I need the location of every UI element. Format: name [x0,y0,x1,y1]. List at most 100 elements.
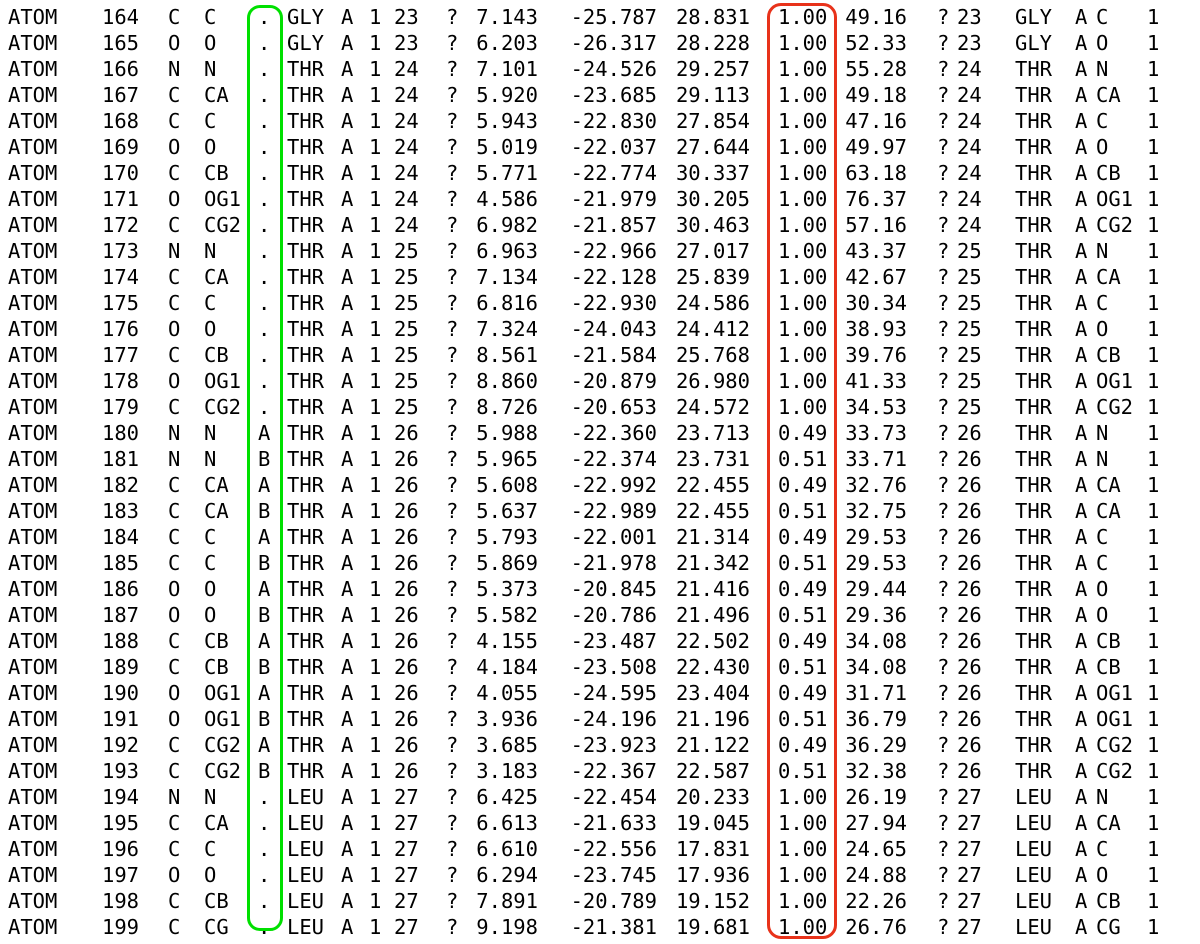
occupancy-cell: 1.00 [778,811,828,835]
auth-atom-cell: CA [1096,83,1121,107]
formal-charge-cell: ? [937,395,950,419]
table-row: ATOM 167 C CA. THR A 1 24? 5.920 -23.685 29.113 1.0… [0,82,1200,108]
x-coord-cell: 4.184 [476,655,538,679]
record-type-cell: ATOM [8,343,58,367]
model-number-cell: 1 [1147,421,1160,445]
residue-seq-cell: 26 [394,499,419,523]
z-coord-cell: 17.936 [675,863,750,887]
atom-name-cell: N [204,421,217,445]
auth-seq-cell: 26 [957,759,982,783]
insertion-code-cell: ? [446,57,459,81]
table-row: ATOM 173 N N. THR A 1 25? 6.963 -22.966 27.017 1.00… [0,238,1200,264]
record-type-cell: ATOM [8,135,58,159]
formal-charge-cell: ? [937,317,950,341]
auth-chain-cell: A [1075,291,1088,315]
auth-seq-cell: 27 [957,863,982,887]
residue-seq-cell: 26 [394,681,419,705]
occupancy-cell: 1.00 [778,239,828,263]
record-type-cell: ATOM [8,473,58,497]
residue-name-cell: LEU [287,863,325,887]
auth-chain-cell: A [1075,421,1088,445]
auth-seq-cell: 23 [957,31,982,55]
record-type-cell: ATOM [8,291,58,315]
x-coord-cell: 5.373 [476,577,538,601]
b-factor-cell: 36.79 [845,707,907,731]
auth-atom-cell: CG [1096,915,1121,939]
residue-seq-cell: 26 [394,655,419,679]
residue-name-cell: THR [287,551,325,575]
element-cell: N [168,785,181,809]
atom-serial-cell: 191 [102,707,140,731]
atom-name-cell: CA [204,265,229,289]
atom-name-cell: O [204,863,217,887]
b-factor-cell: 29.44 [845,577,907,601]
entity-id-cell: 1 [369,369,382,393]
record-type-cell: ATOM [8,83,58,107]
occupancy-cell: 0.49 [778,629,828,653]
auth-seq-cell: 26 [957,603,982,627]
auth-atom-cell: CB [1096,161,1121,185]
formal-charge-cell: ? [937,681,950,705]
table-row: ATOM 184 C C A THR A 1 26? 5.793 -22.001 21.314 0.49… [0,524,1200,550]
chain-id-cell: A [341,83,354,107]
atom-serial-cell: 169 [102,135,140,159]
atom-serial-cell: 183 [102,499,140,523]
model-number-cell: 1 [1147,811,1160,835]
chain-id-cell: A [341,785,354,809]
auth-atom-cell: OG1 [1096,707,1134,731]
b-factor-cell: 41.33 [845,369,907,393]
model-number-cell: 1 [1147,5,1160,29]
auth-residue-cell: THR [1015,759,1053,783]
atom-serial-cell: 196 [102,837,140,861]
x-coord-cell: 5.869 [476,551,538,575]
auth-atom-cell: O [1096,603,1109,627]
atom-serial-cell: 199 [102,915,140,939]
auth-seq-cell: 26 [957,707,982,731]
entity-id-cell: 1 [369,291,382,315]
residue-name-cell: THR [287,291,325,315]
residue-name-cell: THR [287,759,325,783]
entity-id-cell: 1 [369,161,382,185]
auth-seq-cell: 24 [957,213,982,237]
z-coord-cell: 27.854 [675,109,750,133]
b-factor-cell: 57.16 [845,213,907,237]
auth-chain-cell: A [1075,915,1088,939]
table-row: ATOM 171 O OG1. THR A 1 24? 4.586 -21.979 30.205 1.… [0,186,1200,212]
atom-name-cell: CB [204,629,229,653]
b-factor-cell: 34.53 [845,395,907,419]
atom-serial-cell: 189 [102,655,140,679]
residue-seq-cell: 24 [394,213,419,237]
auth-chain-cell: A [1075,603,1088,627]
chain-id-cell: A [341,837,354,861]
residue-seq-cell: 26 [394,551,419,575]
z-coord-cell: 28.228 [675,31,750,55]
chain-id-cell: A [341,5,354,29]
alt-loc-cell: . [258,57,271,81]
auth-seq-cell: 25 [957,343,982,367]
auth-chain-cell: A [1075,811,1088,835]
chain-id-cell: A [341,707,354,731]
insertion-code-cell: ? [446,603,459,627]
table-row: ATOM 179 C CG2. THR A 1 25? 8.726 -20.653 24.572 1.… [0,394,1200,420]
chain-id-cell: A [341,629,354,653]
auth-residue-cell: THR [1015,265,1053,289]
x-coord-cell: 7.101 [476,57,538,81]
atom-serial-cell: 172 [102,213,140,237]
atom-serial-cell: 167 [102,83,140,107]
insertion-code-cell: ? [446,629,459,653]
y-coord-cell: -23.508 [570,655,657,679]
b-factor-cell: 36.29 [845,733,907,757]
auth-chain-cell: A [1075,5,1088,29]
auth-residue-cell: THR [1015,603,1053,627]
element-cell: C [168,889,181,913]
record-type-cell: ATOM [8,629,58,653]
occupancy-cell: 0.51 [778,447,828,471]
auth-chain-cell: A [1075,213,1088,237]
occupancy-cell: 1.00 [778,863,828,887]
z-coord-cell: 29.257 [675,57,750,81]
formal-charge-cell: ? [937,135,950,159]
atom-name-cell: CB [204,655,229,679]
auth-seq-cell: 27 [957,837,982,861]
auth-seq-cell: 27 [957,889,982,913]
table-row: ATOM 186 O O A THR A 1 26? 5.373 -20.845 21.416 0.49… [0,576,1200,602]
